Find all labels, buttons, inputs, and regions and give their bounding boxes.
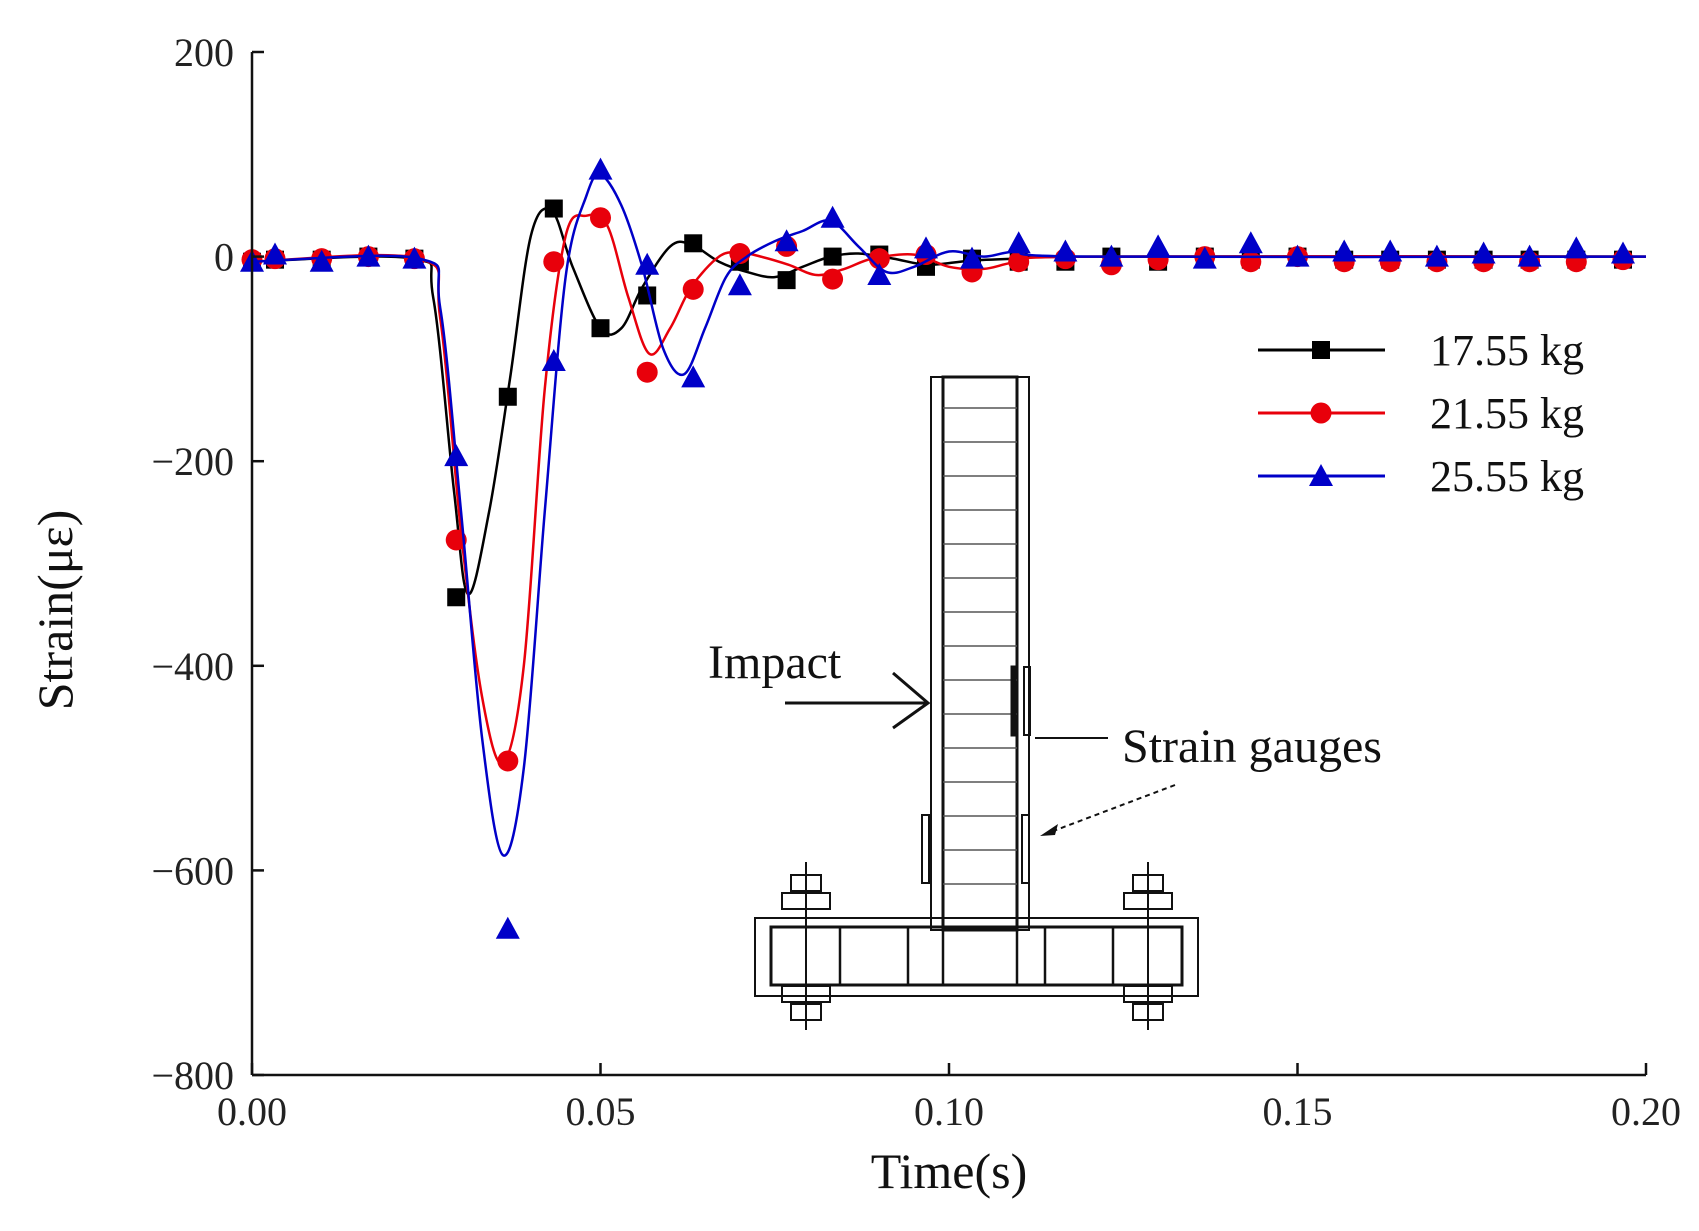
footing-outer bbox=[754, 917, 1199, 997]
data-point bbox=[1471, 241, 1496, 264]
column-outer bbox=[930, 376, 1030, 931]
anchor-bolt-right bbox=[1123, 862, 1173, 1030]
y-tick-label: −200 bbox=[151, 439, 234, 484]
data-point bbox=[447, 588, 466, 607]
data-point bbox=[774, 229, 799, 252]
data-point bbox=[1517, 244, 1542, 267]
data-point bbox=[1008, 251, 1030, 273]
x-axis-title: Time(s) bbox=[871, 1143, 1028, 1199]
data-point bbox=[1192, 246, 1217, 269]
gauge-lower-left bbox=[921, 814, 930, 884]
data-point bbox=[727, 273, 752, 296]
data-point bbox=[682, 278, 704, 300]
legend-item: 21.55 kg bbox=[1258, 389, 1584, 438]
series-line bbox=[251, 173, 1647, 857]
impact-arrow bbox=[785, 671, 931, 730]
y-tick-label: −400 bbox=[151, 644, 234, 689]
gauge-pointer-arrowhead bbox=[1040, 824, 1058, 836]
data-point bbox=[1285, 244, 1310, 267]
data-point bbox=[309, 249, 334, 272]
x-tick-label: 0.15 bbox=[1263, 1089, 1333, 1134]
legend-label: 21.55 kg bbox=[1430, 389, 1584, 438]
footing-inner bbox=[769, 925, 1184, 987]
data-point bbox=[684, 234, 703, 253]
column-inner bbox=[941, 375, 1019, 932]
data-point bbox=[541, 348, 566, 371]
ticks-layer: 0.00 0.05 0.10 0.15 0.20 200 0 −200 −400 −600 −800 bbox=[151, 30, 1681, 1134]
gauge-upper-right bbox=[1023, 666, 1031, 736]
gauge-pointer-line bbox=[1047, 784, 1176, 834]
legend-label: 25.55 kg bbox=[1430, 452, 1584, 501]
data-point bbox=[402, 246, 427, 269]
data-point bbox=[1053, 239, 1078, 262]
data-point bbox=[1146, 234, 1171, 257]
data-point bbox=[636, 361, 658, 383]
data-point bbox=[1332, 239, 1357, 262]
data-point bbox=[588, 157, 613, 180]
data-point bbox=[495, 916, 520, 939]
series-2 bbox=[240, 157, 1647, 939]
data-point bbox=[867, 263, 892, 286]
data-point bbox=[1378, 239, 1403, 262]
data-point bbox=[635, 252, 660, 275]
data-point bbox=[913, 236, 938, 259]
data-point bbox=[1610, 241, 1635, 264]
data-point bbox=[543, 251, 565, 273]
data-point bbox=[444, 444, 469, 467]
y-tick-label: −600 bbox=[151, 848, 234, 893]
data-point bbox=[497, 750, 519, 772]
data-point bbox=[544, 199, 563, 218]
data-point bbox=[1099, 244, 1124, 267]
x-tick-label: 0.20 bbox=[1611, 1089, 1681, 1134]
legend: 17.55 kg 21.55 kg 25.55 kg bbox=[1258, 326, 1584, 501]
y-tick-label: 0 bbox=[214, 235, 234, 280]
data-point bbox=[822, 268, 844, 290]
anchor-bolt-left bbox=[781, 862, 831, 1030]
data-point bbox=[498, 387, 517, 406]
x-tick-label: 0.10 bbox=[914, 1089, 984, 1134]
data-point bbox=[820, 205, 845, 228]
data-point bbox=[445, 529, 467, 551]
gauge-upper-left bbox=[1010, 665, 1017, 737]
data-point bbox=[960, 246, 985, 269]
series-layer bbox=[240, 157, 1647, 939]
stirrups bbox=[943, 407, 1017, 885]
x-tick-label: 0.05 bbox=[566, 1089, 636, 1134]
legend-marker bbox=[1309, 464, 1333, 486]
data-point bbox=[1424, 244, 1449, 267]
data-point bbox=[590, 207, 611, 229]
data-point bbox=[1240, 251, 1262, 273]
y-tick-label: −800 bbox=[151, 1053, 234, 1098]
gauge-lower-right bbox=[1021, 814, 1030, 884]
legend-item: 17.55 kg bbox=[1258, 326, 1584, 375]
data-point bbox=[591, 319, 610, 338]
legend-marker bbox=[1312, 341, 1330, 359]
data-point bbox=[681, 365, 706, 388]
data-point bbox=[1238, 231, 1263, 254]
data-point bbox=[1564, 236, 1589, 259]
specimen-schematic bbox=[754, 375, 1199, 1030]
data-point bbox=[823, 247, 842, 266]
legend-item: 25.55 kg bbox=[1258, 452, 1584, 501]
data-point bbox=[263, 242, 288, 265]
strain-gauges-label: Strain gauges bbox=[1122, 720, 1382, 773]
legend-marker bbox=[1310, 402, 1332, 424]
legend-label: 17.55 kg bbox=[1430, 326, 1584, 375]
impact-label: Impact bbox=[708, 636, 842, 689]
data-point bbox=[777, 271, 796, 290]
x-tick-label: 0.00 bbox=[217, 1089, 287, 1134]
footing-dividers bbox=[838, 927, 1115, 985]
data-point bbox=[356, 244, 381, 267]
y-axis-title: Strain(με) bbox=[27, 510, 83, 711]
y-tick-label: 200 bbox=[174, 30, 234, 75]
data-point bbox=[1006, 231, 1031, 254]
